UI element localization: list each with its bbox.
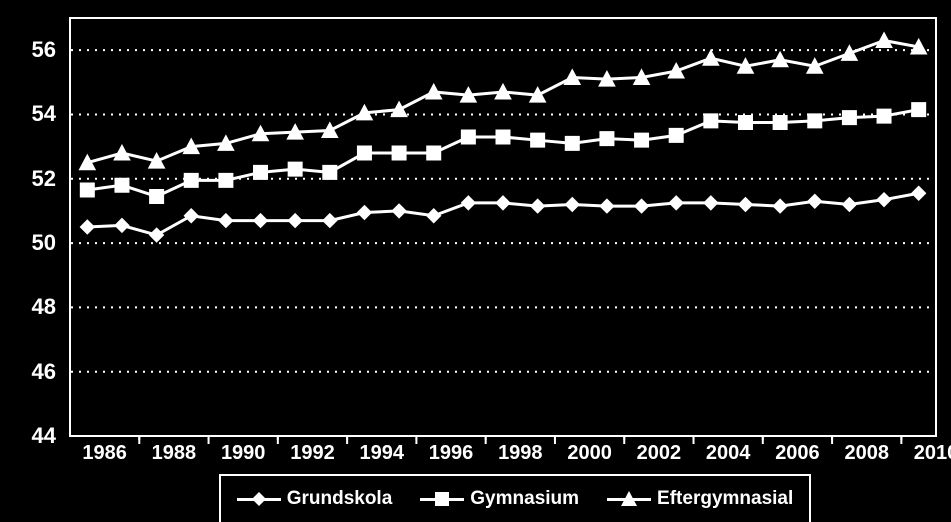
x-tick-label: 1996 <box>429 442 474 465</box>
y-tick-label: 52 <box>8 166 56 192</box>
legend-item-grundskola: Grundskola <box>237 488 393 510</box>
x-tick-label: 2004 <box>706 442 751 465</box>
legend-item-gymnasium: Gymnasium <box>420 488 579 510</box>
y-tick-label: 54 <box>8 101 56 127</box>
x-tick-label: 2000 <box>567 442 612 465</box>
x-tick-label: 1992 <box>290 442 335 465</box>
x-tick-label: 2006 <box>775 442 820 465</box>
legend-swatch-square <box>420 489 464 509</box>
y-tick-label: 48 <box>8 294 56 320</box>
x-tick-label: 2010 <box>914 442 951 465</box>
legend-label: Gymnasium <box>470 488 579 510</box>
x-tick-label: 2002 <box>637 442 682 465</box>
y-tick-label: 56 <box>8 37 56 63</box>
x-tick-label: 1988 <box>152 442 197 465</box>
legend-label: Eftergymnasial <box>657 488 793 510</box>
y-tick-label: 50 <box>8 230 56 256</box>
y-tick-label: 46 <box>8 359 56 385</box>
x-tick-label: 1998 <box>498 442 543 465</box>
y-tick-label: 44 <box>8 423 56 449</box>
legend: Grundskola Gymnasium Eftergymnasial <box>219 474 811 522</box>
legend-swatch-diamond <box>237 489 281 509</box>
x-tick-label: 1994 <box>360 442 405 465</box>
legend-swatch-triangle <box>607 489 651 509</box>
legend-label: Grundskola <box>287 488 393 510</box>
x-tick-label: 1990 <box>221 442 266 465</box>
x-tick-label: 2008 <box>844 442 889 465</box>
chart-container: { "chart": { "type": "line", "background… <box>0 0 951 522</box>
x-tick-label: 1986 <box>82 442 127 465</box>
legend-item-eftergymnasial: Eftergymnasial <box>607 488 793 510</box>
